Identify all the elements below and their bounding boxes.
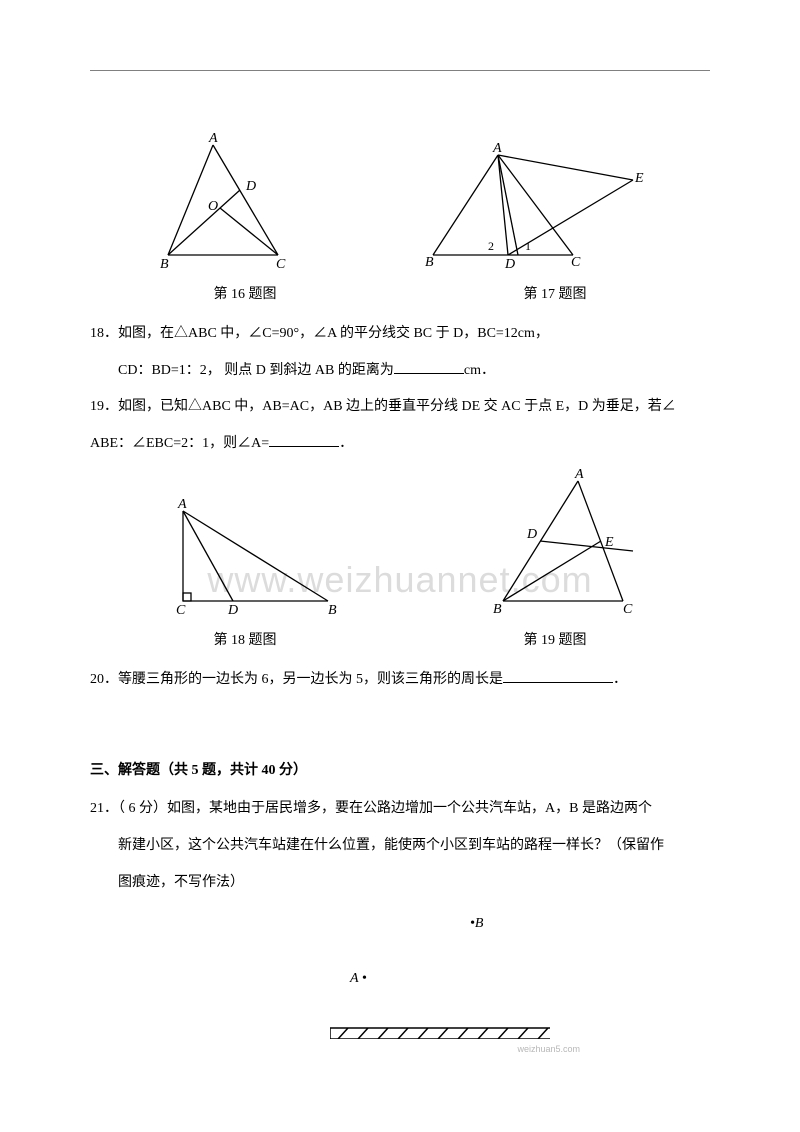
q20-end: ． xyxy=(613,672,627,687)
label-B: B xyxy=(493,602,502,616)
figures-row-1: A B C D O A B C D xyxy=(90,130,710,270)
q19-text-1: 19．如图，已知△ABC 中，AB=AC，AB 边上的垂直平分线 DE 交 AC… xyxy=(90,399,676,414)
label-B: B xyxy=(425,255,434,270)
label-1: 1 xyxy=(525,239,531,253)
q19-blank xyxy=(269,431,339,447)
q21-text-3: 图痕迹，不写作法） xyxy=(118,875,244,890)
figure-18: A B C D xyxy=(158,496,348,616)
label-C: C xyxy=(571,255,581,270)
q19-text-2: ABE：∠EBC=2：1，则∠A= xyxy=(90,436,269,451)
question-21-cont2: 图痕迹，不写作法） xyxy=(90,868,710,899)
label-C: C xyxy=(276,257,286,270)
point-A-label: A • xyxy=(350,964,367,995)
label-D: D xyxy=(227,603,238,616)
q20-text: 20．等腰三角形的一边长为 6，另一边长为 5，则该三角形的周长是 xyxy=(90,672,503,687)
footer-url: weizhuan5.com xyxy=(517,1040,580,1060)
label-A: A xyxy=(177,497,187,512)
question-18-cont: CD：BD=1：2， 则点 D 到斜边 AB 的距离为 cm． xyxy=(90,356,710,387)
section-3-title: 三、解答题（共 5 题，共计 40 分） xyxy=(90,756,710,787)
pa-text: A xyxy=(350,971,358,986)
label-E: E xyxy=(634,171,644,186)
q18-text-1: 18．如图，在△ABC 中，∠C=90°，∠A 的平分线交 BC 于 D，BC=… xyxy=(90,326,549,341)
label-D: D xyxy=(245,179,256,194)
figure-16: A B C D O xyxy=(148,130,298,270)
figure-17: A B C D E 1 2 xyxy=(413,140,653,270)
question-20: 20．等腰三角形的一边长为 6，另一边长为 5，则该三角形的周长是 ． xyxy=(90,665,710,696)
q21-text-1: 21．（ 6 分）如图，某地由于居民增多，要在公路边增加一个公共汽车站，A，B … xyxy=(90,801,652,816)
q21-diagram: •B A • xyxy=(290,909,710,1039)
label-E: E xyxy=(604,535,614,550)
caption-19: 第 19 题图 xyxy=(524,626,587,657)
point-B-label: •B xyxy=(470,909,483,940)
top-rule xyxy=(90,70,710,71)
label-D: D xyxy=(526,527,537,542)
label-A: A xyxy=(208,131,218,146)
q21-text-2: 新建小区，这个公共汽车站建在什么位置，能使两个小区到车站的路程一样长？（保留作 xyxy=(118,838,664,853)
figure-19: A B C D E xyxy=(483,466,643,616)
captions-row-1: 第 16 题图 第 17 题图 xyxy=(90,280,710,311)
question-21-cont1: 新建小区，这个公共汽车站建在什么位置，能使两个小区到车站的路程一样长？（保留作 xyxy=(90,831,710,862)
label-D: D xyxy=(504,257,515,270)
caption-18: 第 18 题图 xyxy=(214,626,277,657)
figure-17-svg: A B C D E 1 2 xyxy=(413,140,653,270)
caption-17: 第 17 题图 xyxy=(524,280,587,311)
label-O: O xyxy=(208,199,218,214)
label-B: B xyxy=(160,257,169,270)
question-18: 18．如图，在△ABC 中，∠C=90°，∠A 的平分线交 BC 于 D，BC=… xyxy=(90,319,710,350)
question-19-cont: ABE：∠EBC=2：1，则∠A= ． xyxy=(90,429,710,460)
question-19: 19．如图，已知△ABC 中，AB=AC，AB 边上的垂直平分线 DE 交 AC… xyxy=(90,392,710,423)
captions-row-2: 第 18 题图 第 19 题图 xyxy=(90,626,710,657)
figure-18-svg: A B C D xyxy=(158,496,348,616)
question-21: 21．（ 6 分）如图，某地由于居民增多，要在公路边增加一个公共汽车站，A，B … xyxy=(90,794,710,825)
label-A: A xyxy=(492,141,502,156)
label-C: C xyxy=(176,603,186,616)
road-svg xyxy=(330,1027,550,1039)
label-A: A xyxy=(574,467,584,482)
figure-19-svg: A B C D E xyxy=(483,466,643,616)
q18-blank xyxy=(394,358,464,374)
figures-row-2: A B C D A B C D E xyxy=(90,466,710,616)
page-content: A B C D O A B C D xyxy=(90,130,710,1039)
figure-16-svg: A B C D O xyxy=(148,130,298,270)
label-2: 2 xyxy=(488,239,494,253)
pb-text: B xyxy=(475,916,484,931)
q19-end: ． xyxy=(339,436,353,451)
q20-blank xyxy=(503,667,613,683)
q18-unit: cm． xyxy=(464,363,495,378)
caption-16: 第 16 题图 xyxy=(214,280,277,311)
label-C: C xyxy=(623,602,633,616)
q18-text-2: CD：BD=1：2， 则点 D 到斜边 AB 的距离为 xyxy=(118,363,394,378)
label-B: B xyxy=(328,603,337,616)
